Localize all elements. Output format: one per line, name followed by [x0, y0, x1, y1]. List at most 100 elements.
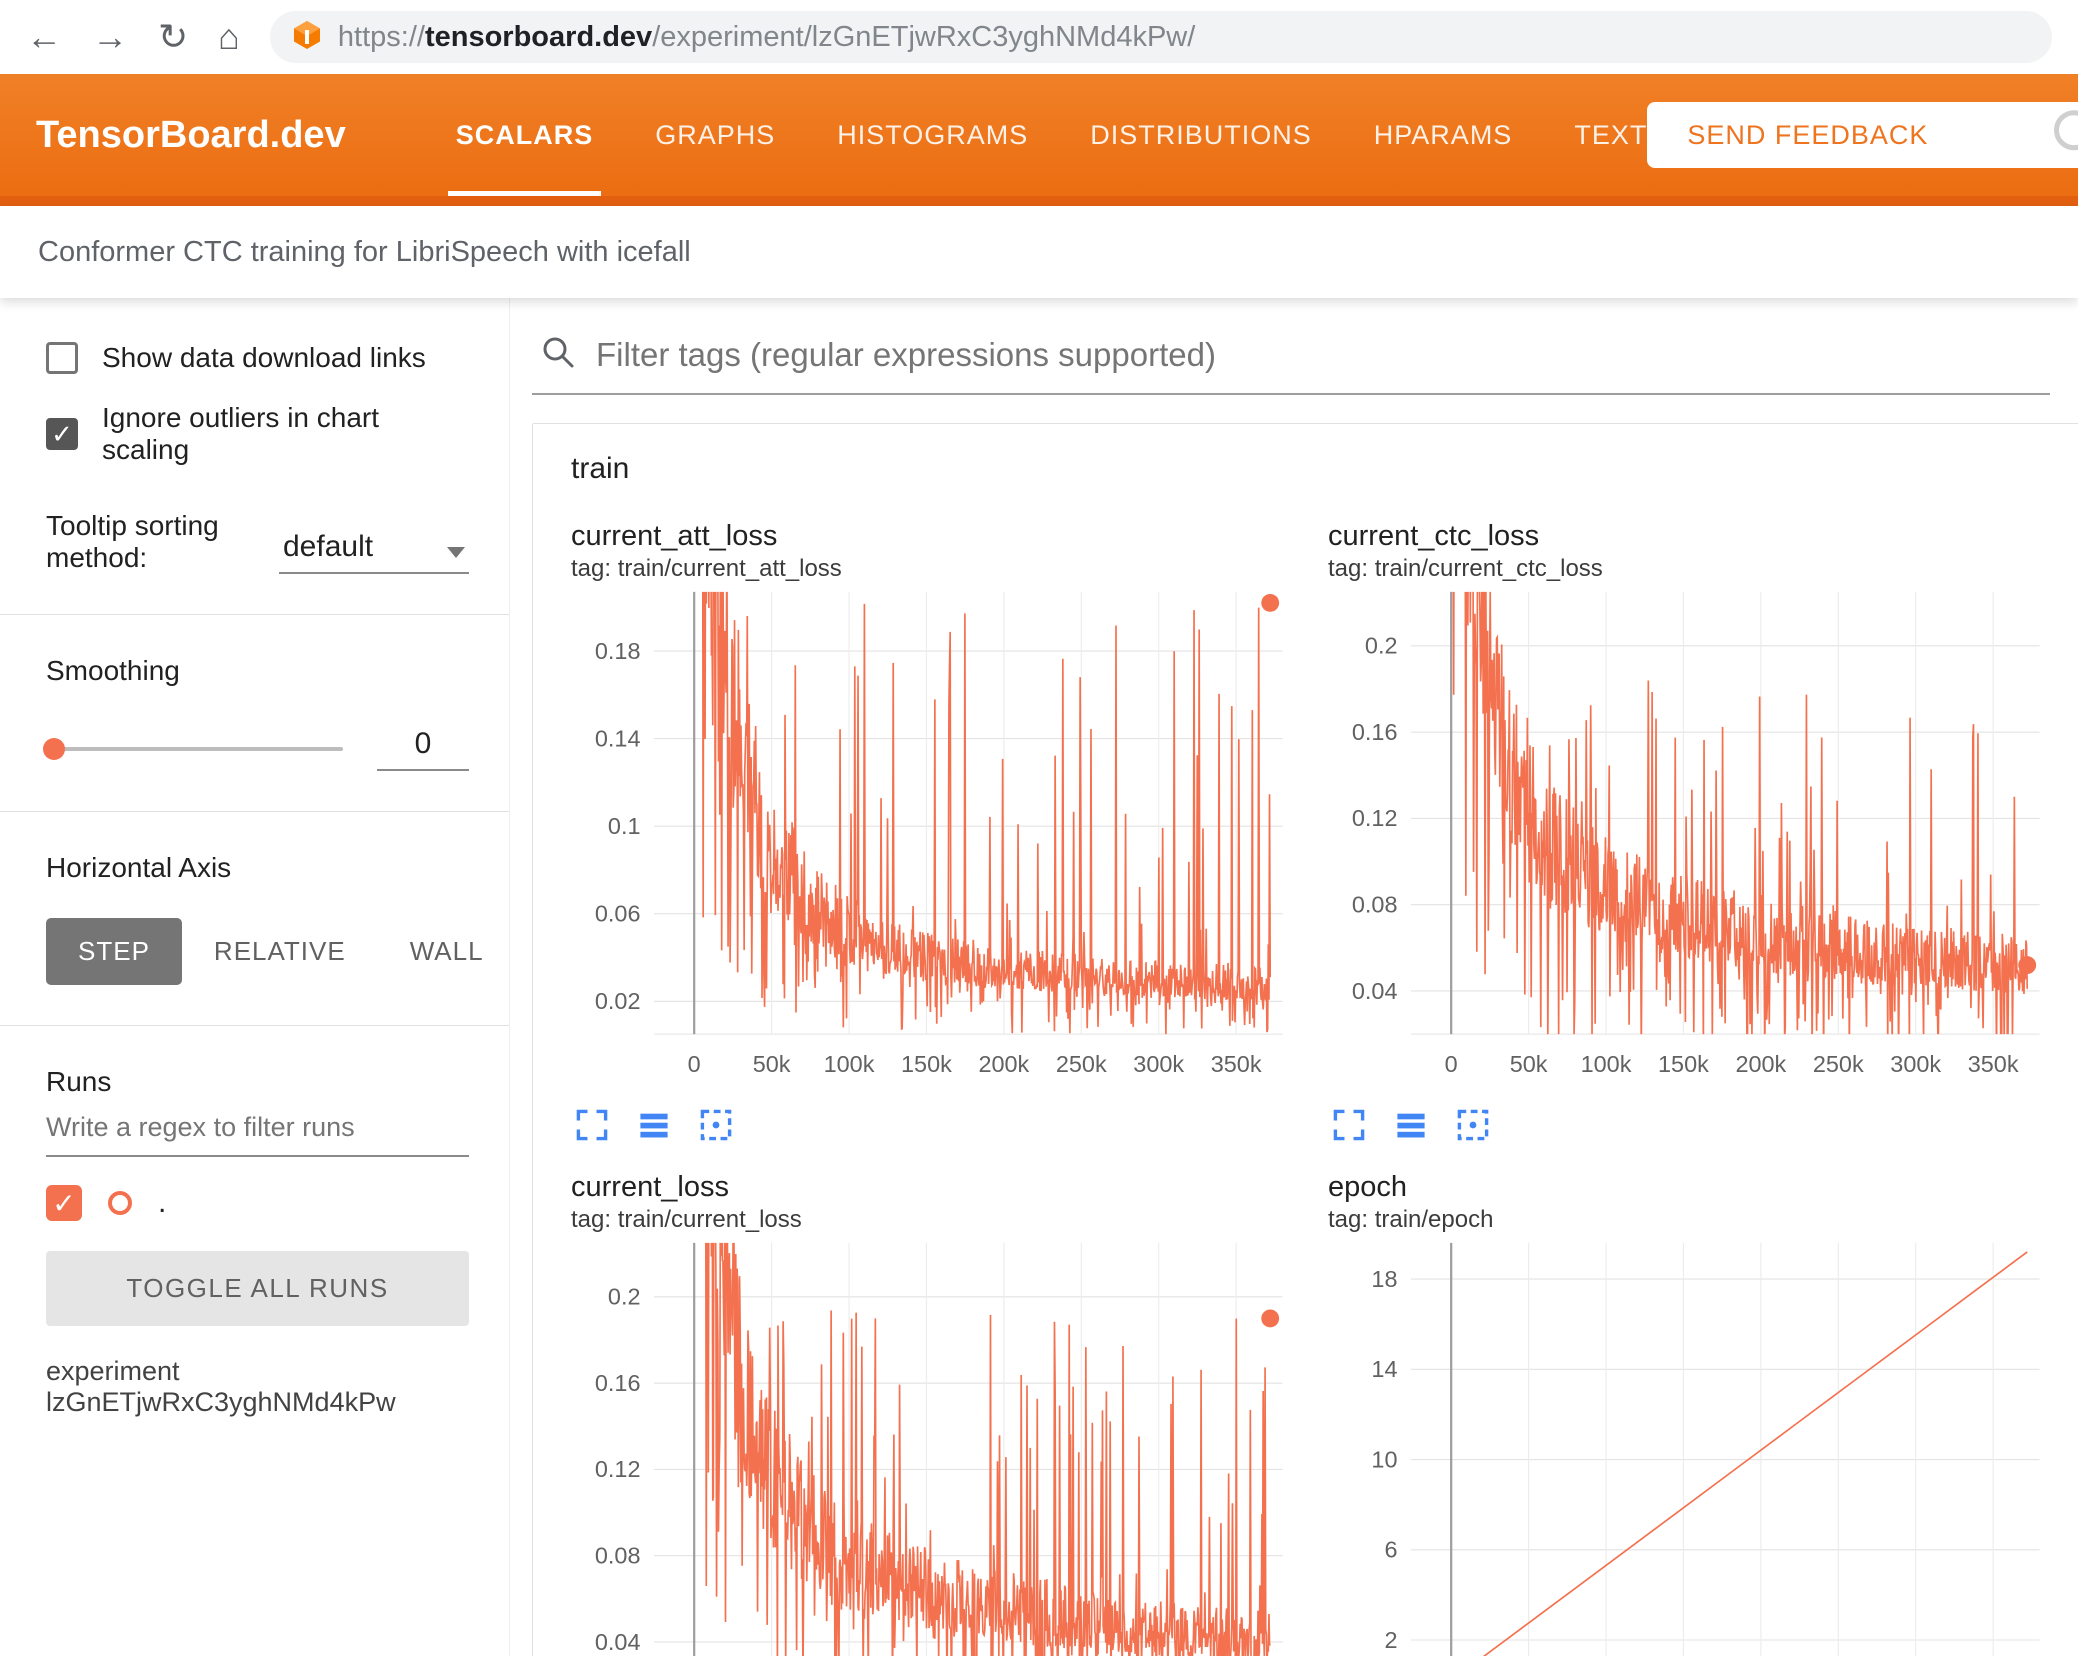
ignore-outliers-checkbox[interactable]: ✓: [46, 418, 78, 450]
run-checkbox[interactable]: ✓: [46, 1185, 82, 1221]
show-download-links-checkbox[interactable]: [46, 342, 78, 374]
svg-text:10: 10: [1371, 1446, 1397, 1472]
chart-tag: tag: train/current_att_loss: [571, 555, 842, 582]
show-download-links-row[interactable]: Show data download links: [46, 342, 469, 374]
chart-block-current-ctc-loss: current_ctc_loss tag: train/current_ctc_…: [1316, 506, 2053, 1157]
divider: [0, 614, 509, 615]
axis-step-button[interactable]: STEP: [46, 918, 182, 985]
runs-filter-input[interactable]: [46, 1098, 469, 1157]
svg-text:200k: 200k: [978, 1051, 1029, 1077]
experiment-caption: experiment lzGnETjwRxC3yghNMd4kPw: [46, 1356, 396, 1417]
tab-text[interactable]: TEXT: [1574, 119, 1648, 150]
svg-text:50k: 50k: [1510, 1051, 1548, 1077]
svg-text:0.16: 0.16: [1352, 719, 1398, 745]
browser-chrome: ← → ↻ ⌂ https://tensorboard.dev/experime…: [0, 0, 2078, 74]
run-name: .: [158, 1186, 167, 1219]
tab-hparams[interactable]: HPARAMS: [1373, 119, 1513, 150]
url-bar[interactable]: https://tensorboard.dev/experiment/lzGnE…: [269, 11, 2052, 63]
filter-tags-input[interactable]: [596, 335, 2042, 374]
expand-chart-icon[interactable]: [575, 1108, 609, 1142]
chart-title: current_loss: [571, 1170, 729, 1203]
app-title: TensorBoard.dev: [36, 113, 346, 156]
fit-to-data-icon[interactable]: [1456, 1108, 1490, 1142]
smoothing-slider[interactable]: [43, 738, 343, 760]
ignore-outliers-label: Ignore outliers in chart scaling: [102, 402, 380, 465]
expand-chart-icon[interactable]: [1332, 1108, 1366, 1142]
smoothing-label: Smoothing: [46, 655, 180, 686]
svg-text:150k: 150k: [901, 1051, 952, 1077]
run-color-swatch-icon[interactable]: [108, 1191, 132, 1215]
svg-text:0.14: 0.14: [595, 725, 641, 751]
tooltip-sorting-select[interactable]: default: [279, 530, 469, 574]
tab-histograms[interactable]: HISTOGRAMS: [837, 119, 1029, 150]
forward-icon[interactable]: →: [92, 16, 128, 57]
svg-text:0.16: 0.16: [595, 1370, 641, 1396]
chart-current-ctc-loss[interactable]: 0.04 0.08 0.12 0.16 0.2 0 50k 100k 150k 200k 250k 3…: [1316, 583, 2053, 1097]
main-panel: train current_att_loss tag: train/curren…: [510, 298, 2078, 1656]
fit-to-data-icon[interactable]: [699, 1108, 733, 1142]
app-header: TensorBoard.dev SCALARS GRAPHS HISTOGRAM…: [0, 74, 2078, 206]
svg-text:300k: 300k: [1890, 1051, 1941, 1077]
svg-text:0.12: 0.12: [595, 1456, 641, 1482]
tag-group-title[interactable]: train: [571, 452, 630, 485]
chart-title: current_att_loss: [571, 520, 778, 552]
runs-list-icon[interactable]: [1394, 1108, 1428, 1142]
chart-block-epoch: epoch tag: train/epoch 26101418050k100k1…: [1316, 1157, 2053, 1656]
divider: [0, 1025, 509, 1026]
home-icon[interactable]: ⌂: [218, 16, 240, 57]
svg-text:200k: 200k: [1735, 1051, 1786, 1077]
send-feedback-button[interactable]: SEND FEEDBACK: [1647, 102, 2078, 168]
tab-distributions[interactable]: DISTRIBUTIONS: [1090, 119, 1312, 150]
chart-toolbar: [559, 1097, 1296, 1157]
svg-text:0.02: 0.02: [595, 988, 641, 1014]
refresh-icon[interactable]: ↻: [158, 16, 189, 57]
svg-text:0: 0: [1445, 1051, 1458, 1077]
tensorboard-favicon: [292, 20, 322, 55]
svg-text:250k: 250k: [1056, 1051, 1107, 1077]
toggle-all-runs-button[interactable]: TOGGLE ALL RUNS: [46, 1251, 469, 1326]
svg-text:0.2: 0.2: [1365, 633, 1398, 659]
run-row: ✓ .: [46, 1185, 469, 1221]
horizontal-axis-label: Horizontal Axis: [46, 852, 232, 883]
chart-block-current-loss: current_loss tag: train/current_loss 0.0…: [559, 1157, 1296, 1656]
svg-text:0.04: 0.04: [1352, 978, 1398, 1004]
svg-text:14: 14: [1371, 1356, 1397, 1382]
tab-graphs[interactable]: GRAPHS: [655, 119, 776, 150]
svg-text:50k: 50k: [753, 1051, 791, 1077]
chart-title: current_ctc_loss: [1328, 520, 1540, 552]
axis-wall-button[interactable]: WALL: [409, 936, 484, 966]
svg-text:0.06: 0.06: [595, 901, 641, 927]
divider: [0, 811, 509, 812]
svg-text:0.04: 0.04: [595, 1628, 641, 1654]
svg-text:150k: 150k: [1658, 1051, 1709, 1077]
experiment-subtitle-row: Conformer CTC training for LibriSpeech w…: [0, 206, 2078, 298]
show-download-links-label: Show data download links: [102, 342, 426, 373]
tag-group-card-train: train current_att_loss tag: train/curren…: [532, 423, 2078, 1656]
back-icon[interactable]: ←: [26, 16, 62, 57]
svg-text:2: 2: [1384, 1626, 1397, 1652]
svg-text:0.08: 0.08: [595, 1542, 641, 1568]
smoothing-value[interactable]: 0: [377, 727, 469, 771]
avatar-icon[interactable]: [2054, 110, 2078, 151]
chart-current-att-loss[interactable]: 0.02 0.06 0.1 0.14 0.18 0 50k 100k 150k 200k 250k 3…: [559, 583, 1296, 1097]
runs-label: Runs: [46, 1066, 112, 1097]
chart-tag: tag: train/current_loss: [571, 1205, 802, 1233]
url-text: https://tensorboard.dev/experiment/lzGnE…: [337, 20, 1196, 53]
svg-text:6: 6: [1384, 1536, 1397, 1562]
chart-block-current-att-loss: current_att_loss tag: train/current_att_…: [559, 506, 1296, 1157]
tab-scalars[interactable]: SCALARS: [447, 74, 601, 196]
tooltip-sorting-label: Tooltip sorting method:: [46, 510, 219, 573]
svg-text:0.12: 0.12: [1352, 805, 1398, 831]
svg-text:18: 18: [1371, 1266, 1397, 1292]
chart-epoch[interactable]: 26101418050k100k150k200k250k300k350k: [1316, 1234, 2053, 1656]
settings-sidebar: Show data download links ✓ Ignore outlie…: [0, 298, 510, 1656]
ignore-outliers-row[interactable]: ✓ Ignore outliers in chart scaling: [46, 402, 469, 466]
runs-list-icon[interactable]: [637, 1108, 671, 1142]
smoothing-slider-thumb[interactable]: [43, 738, 65, 760]
main-nav: SCALARS GRAPHS HISTOGRAMS DISTRIBUTIONS …: [447, 74, 1648, 196]
chart-tag: tag: train/epoch: [1328, 1205, 1494, 1233]
chart-current-loss[interactable]: 0.040.080.120.160.2050k100k150k200k250k3…: [559, 1234, 1296, 1656]
axis-relative-button[interactable]: RELATIVE: [213, 936, 346, 966]
svg-text:0.18: 0.18: [595, 638, 641, 664]
svg-text:350k: 350k: [1968, 1051, 2019, 1077]
